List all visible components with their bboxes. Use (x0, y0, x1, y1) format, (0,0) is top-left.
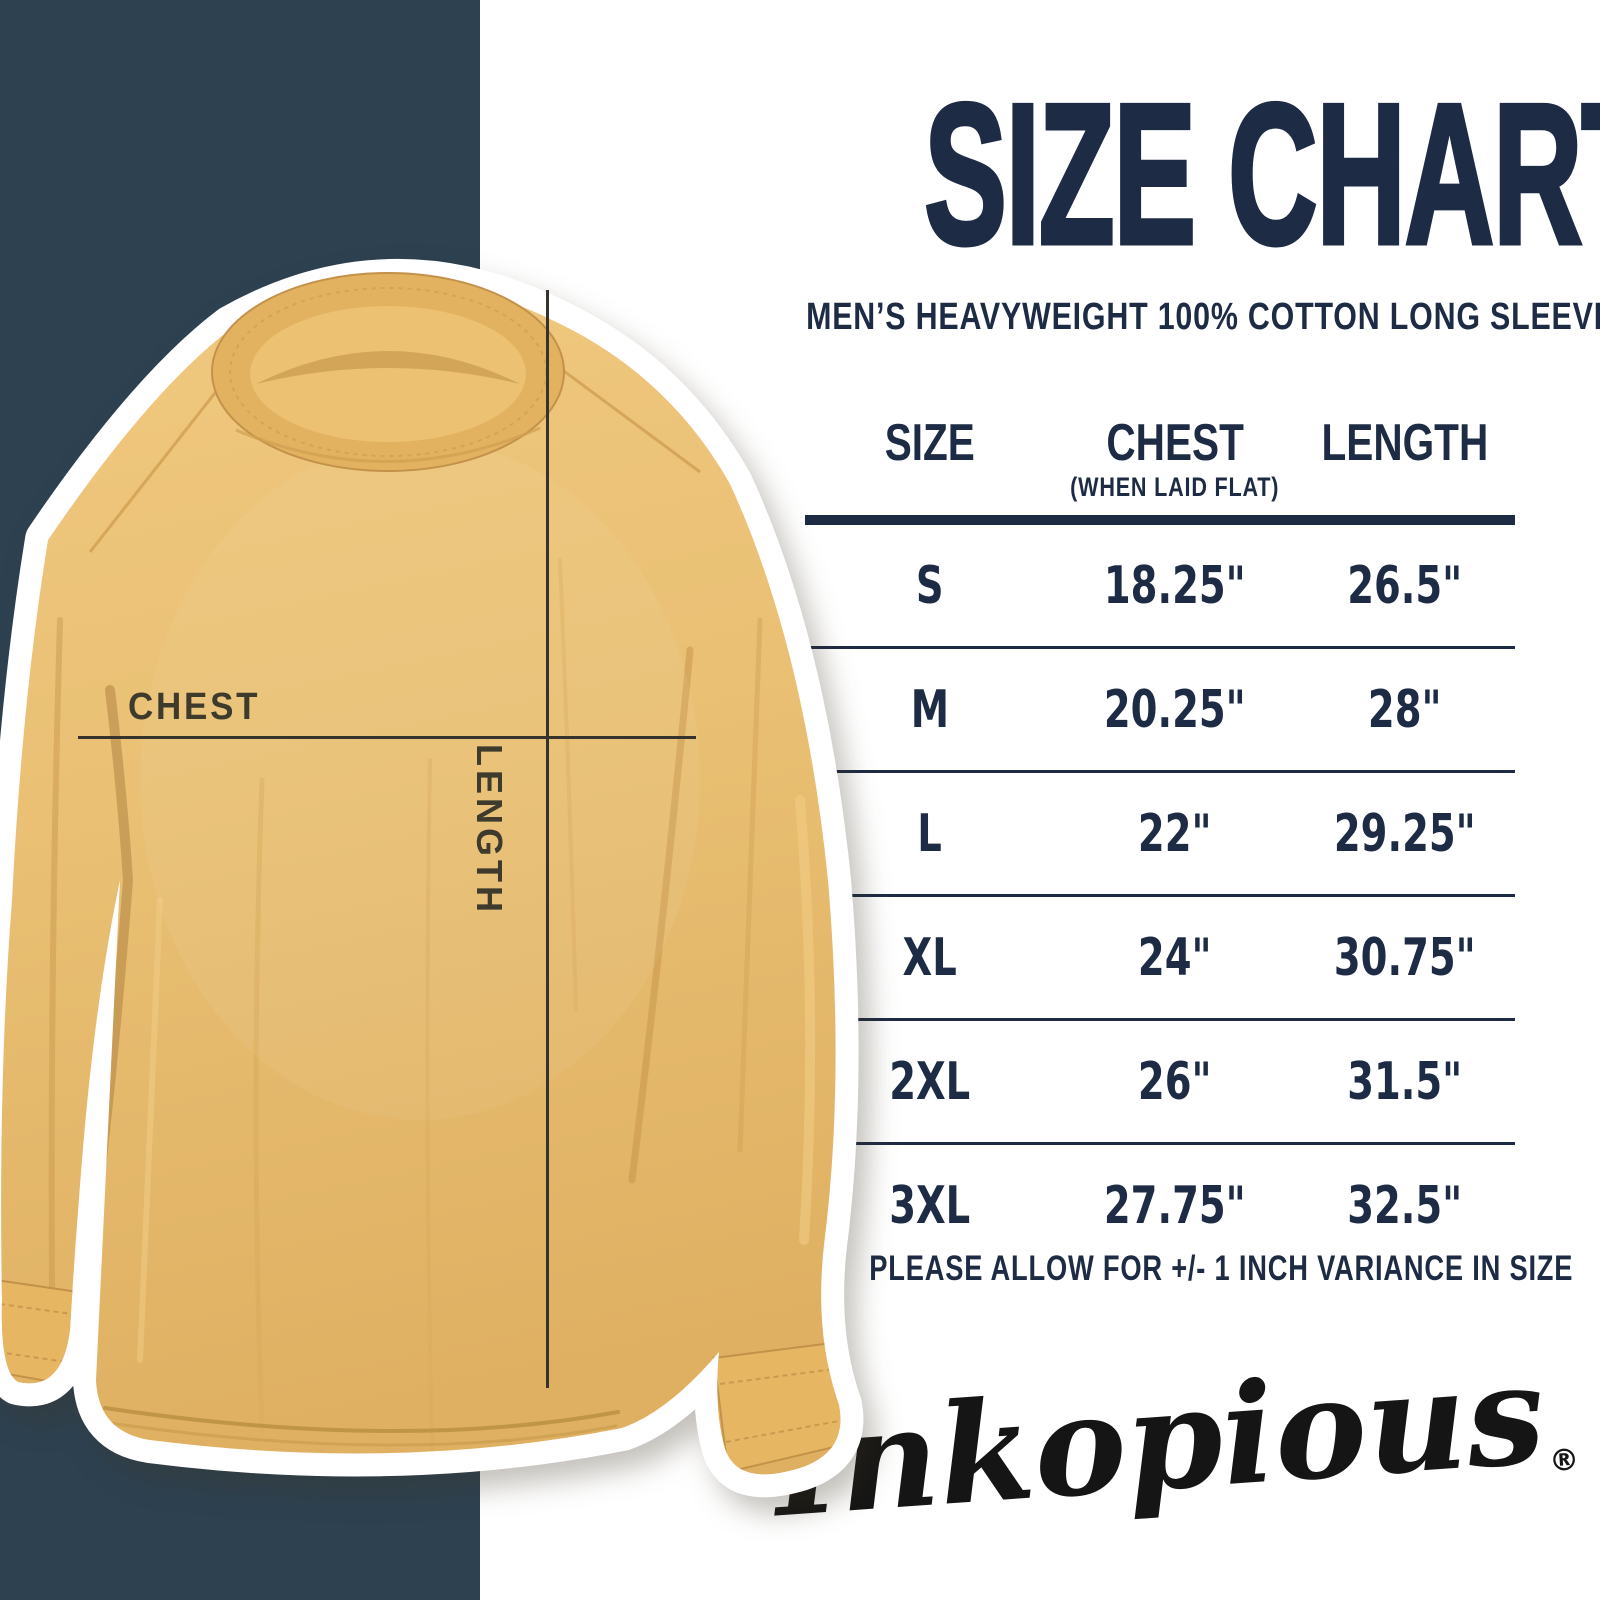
table-row: 3XL 27.75" 32.5" (805, 1142, 1515, 1266)
length-diagram-label: LENGTH (469, 744, 510, 916)
product-subtitle: MEN’S HEAVYWEIGHT 100% COTTON LONG SLEEV… (806, 296, 1600, 338)
brand-logo-text: Inkopious (768, 1331, 1550, 1549)
column-header-size: SIZE (884, 414, 976, 472)
page-title-text: SIZE CHART (923, 63, 1600, 286)
chest-cell: 26" (1138, 1051, 1212, 1112)
column-header-chest: CHEST (WHEN LAID FLAT) (1055, 398, 1295, 515)
table-row: L 22" 29.25" (805, 770, 1515, 894)
length-cell: 31.5" (1347, 1051, 1463, 1112)
size-variance-disclaimer: PLEASE ALLOW FOR +/- 1 INCH VARIANCE IN … (869, 1249, 1574, 1288)
length-cell: 28" (1368, 679, 1442, 740)
table-row: XL 24" 30.75" (805, 894, 1515, 1018)
chest-cell: 27.75" (1104, 1175, 1246, 1236)
length-cell: 26.5" (1347, 555, 1463, 616)
column-header-length: LENGTH (1321, 414, 1489, 472)
size-cell: XL (902, 927, 958, 988)
registered-trademark-icon: ® (1547, 1442, 1581, 1480)
length-cell: 32.5" (1347, 1175, 1463, 1236)
chest-cell: 24" (1138, 927, 1212, 988)
size-cell: 2XL (889, 1051, 971, 1112)
chest-diagram-label: CHEST (128, 686, 261, 728)
size-cell: S (916, 555, 944, 616)
chest-measure-line (78, 736, 696, 739)
chest-cell: 18.25" (1104, 555, 1246, 616)
size-cell: M (910, 679, 950, 740)
size-table-header: SIZE CHEST (WHEN LAID FLAT) LENGTH (805, 398, 1515, 525)
length-cell: 29.25" (1334, 803, 1476, 864)
length-cell: 30.75" (1334, 927, 1476, 988)
chest-cell: 20.25" (1104, 679, 1246, 740)
chest-note: (WHEN LAID FLAT) (1070, 472, 1280, 502)
table-row: M 20.25" 28" (805, 646, 1515, 770)
size-cell: L (917, 803, 943, 864)
table-row: 2XL 26" 31.5" (805, 1018, 1515, 1142)
table-row: S 18.25" 26.5" (805, 525, 1515, 646)
chest-cell: 22" (1138, 803, 1212, 864)
navy-accent-panel (0, 0, 480, 1600)
brand-logo: Inkopious® (768, 1332, 1580, 1601)
page-title: SIZE CHART (700, 70, 1600, 280)
size-cell: 3XL (889, 1175, 971, 1236)
size-table: SIZE CHEST (WHEN LAID FLAT) LENGTH S 18.… (805, 398, 1515, 1266)
length-measure-line (546, 290, 549, 1388)
